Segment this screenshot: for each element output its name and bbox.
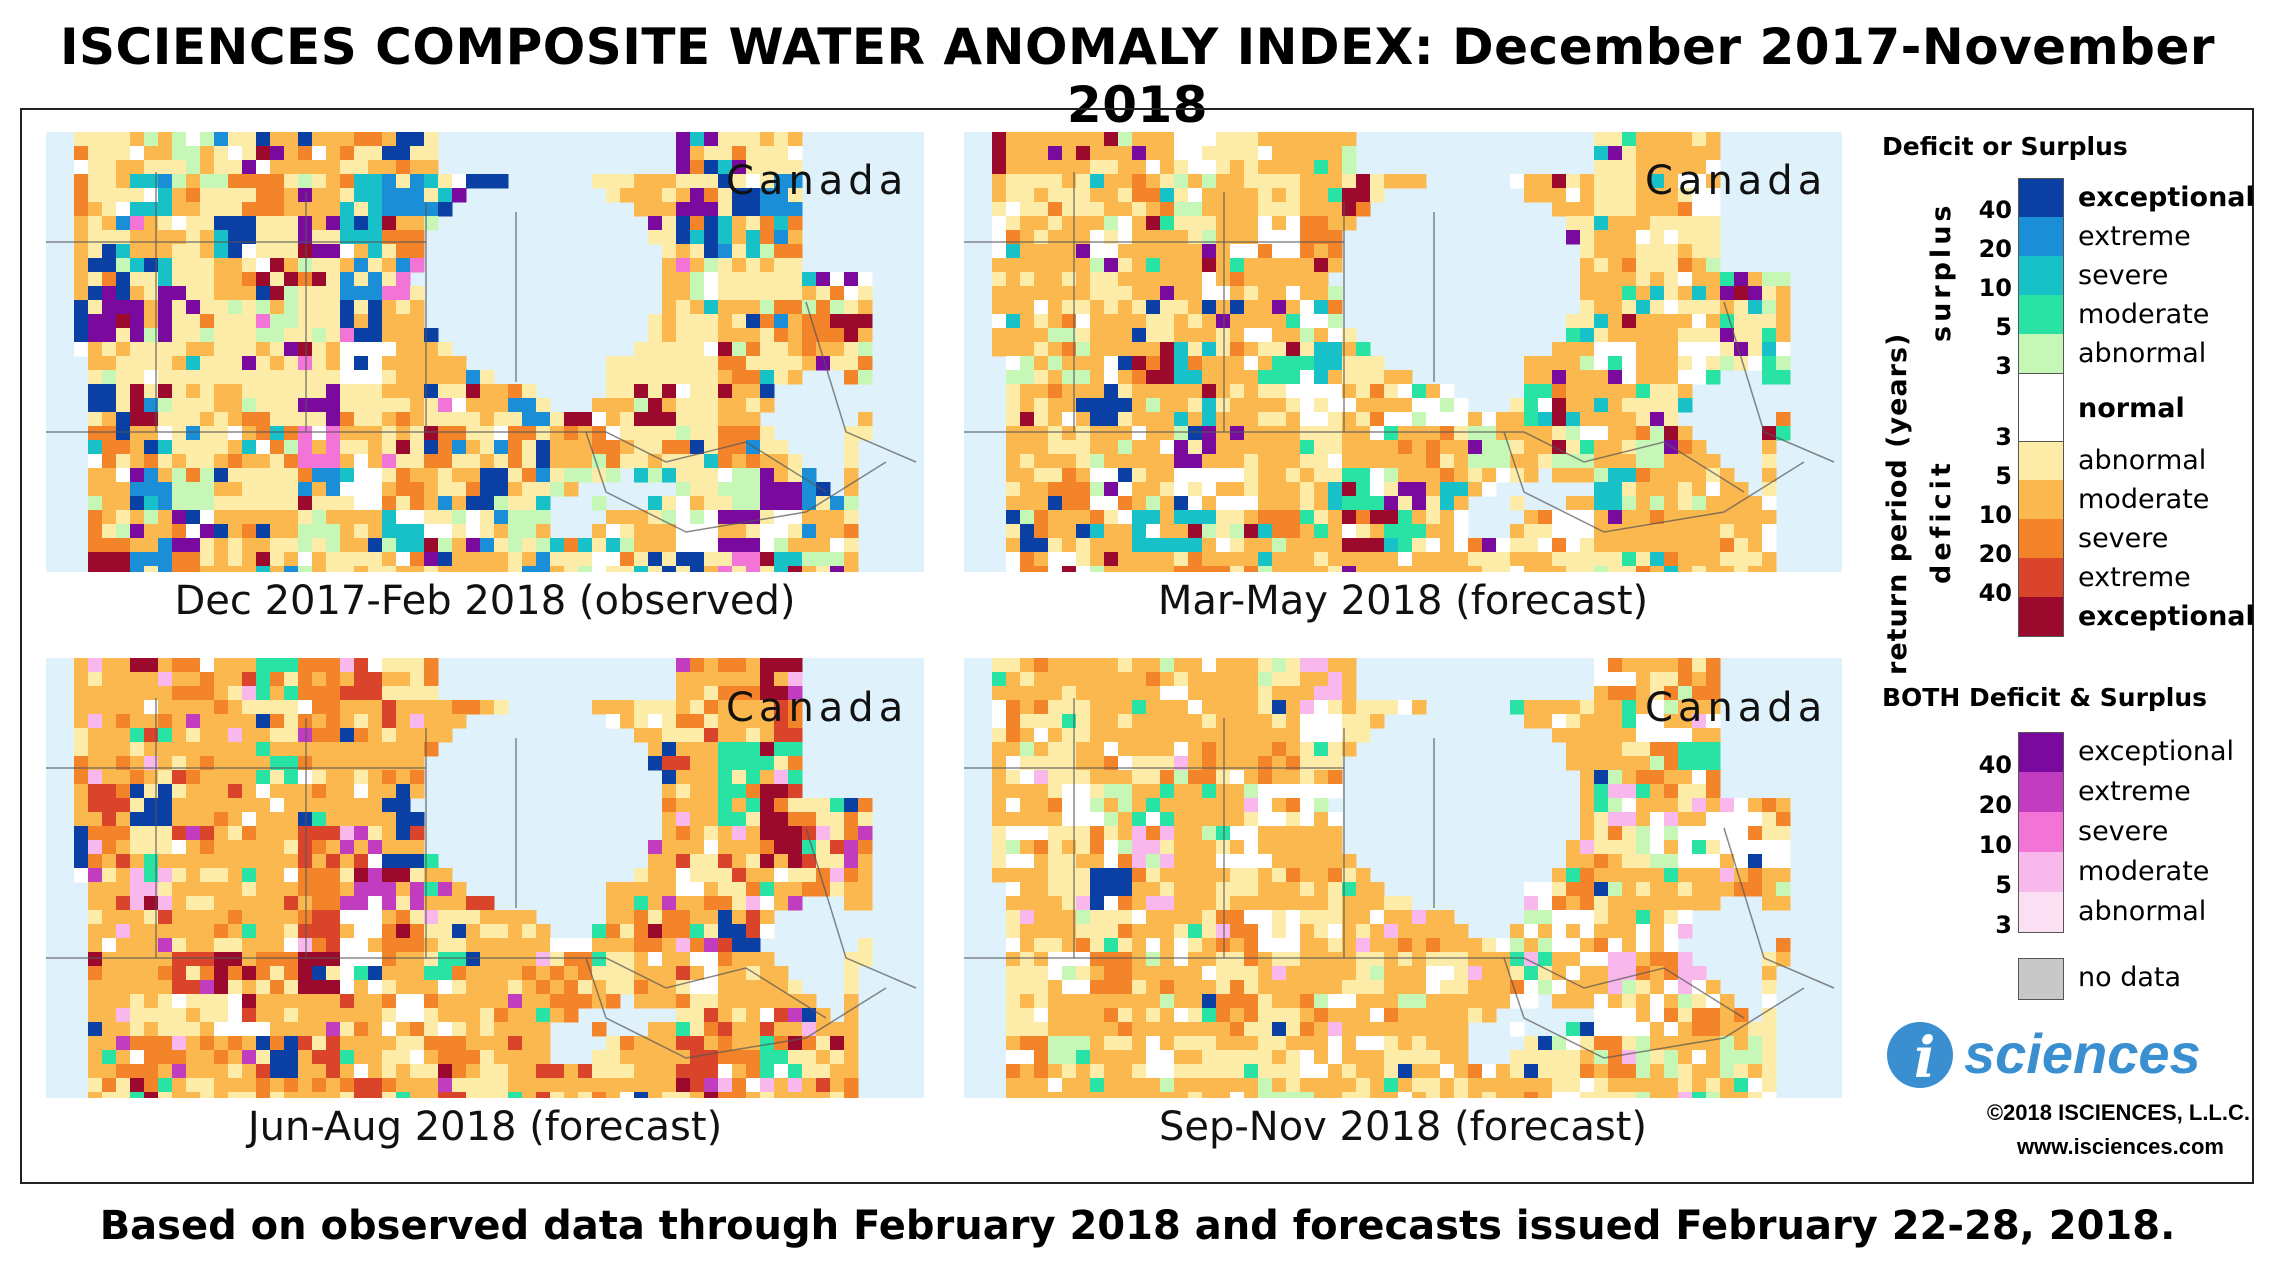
anomaly-map (964, 658, 1842, 1098)
legend-title-both: BOTH Deficit & Surplus (1882, 683, 2208, 712)
legend-deficit-label-extreme: extreme (2078, 562, 2191, 593)
legend-both-swatch-extreme (2018, 772, 2064, 812)
legend-surplus-label-extreme: extreme (2078, 221, 2191, 252)
legend-nodata-label: no data (2078, 962, 2182, 993)
legend-surplus-tick: 5 (1995, 313, 2012, 341)
legend-deficit-label-exceptional: exceptional (2078, 601, 2255, 632)
map-region-label: Canada (1645, 685, 1828, 731)
legend-surplus-tick: 3 (1995, 352, 2012, 380)
legend-deficit-swatch-severe (2018, 519, 2064, 558)
map-region-label: Canada (1645, 158, 1828, 204)
legend-surplus-swatch-moderate (2018, 295, 2064, 334)
legend-surplus-swatch-severe (2018, 256, 2064, 295)
legend-deficit-label-abnormal: abnormal (2078, 445, 2207, 476)
map-region-label: Canada (726, 685, 909, 731)
legend-axis-label: return period (years) (1882, 332, 1913, 675)
legend-surplus-label-severe: severe (2078, 260, 2169, 291)
map-caption: Dec 2017-Feb 2018 (observed) (174, 578, 796, 624)
legend-both-swatch-severe (2018, 812, 2064, 852)
legend-surplus-swatch-exceptional (2018, 178, 2064, 218)
legend-both-tick: 3 (1995, 911, 2012, 939)
legend-deficit-swatch-moderate (2018, 480, 2064, 519)
legend-surplus-label-exceptional: exceptional (2078, 182, 2255, 213)
legend-both-label-severe: severe (2078, 816, 2169, 847)
map-region-label: Canada (726, 158, 909, 204)
map-panel-dec-feb (46, 132, 924, 572)
legend-normal-label: normal (2078, 393, 2185, 424)
legend-normal-swatch (2018, 373, 2064, 441)
map-panel-jun-aug (46, 658, 924, 1098)
anomaly-map (46, 658, 924, 1098)
legend-title-deficit-surplus: Deficit or Surplus (1882, 132, 2128, 161)
map-caption: Jun-Aug 2018 (forecast) (247, 1104, 723, 1150)
logo-text: sciences (1964, 1022, 2201, 1085)
legend-deficit-label-moderate: moderate (2078, 484, 2210, 515)
legend-both-tick: 5 (1995, 871, 2012, 899)
logo-i: i (1914, 1025, 1935, 1091)
legend-surplus-tick: 40 (1978, 196, 2012, 224)
legend-surplus-label-abnormal: abnormal (2078, 338, 2207, 369)
legend-deficit-tick: 10 (1978, 501, 2012, 529)
legend-nodata-swatch (2018, 958, 2064, 1000)
legend-surplus-tick: 20 (1978, 235, 2012, 263)
page-title: ISCIENCES COMPOSITE WATER ANOMALY INDEX:… (59, 18, 2216, 134)
anomaly-map (46, 132, 924, 572)
map-panel-sep-nov (964, 658, 1842, 1098)
legend-surplus-swatch-extreme (2018, 217, 2064, 256)
legend: Deficit or Surplus return period (years)… (1860, 120, 2255, 1180)
legend-deficit-label-severe: severe (2078, 523, 2169, 554)
legend-deficit-tick: 20 (1978, 540, 2012, 568)
legend-deficit-label: deficit (1926, 459, 1957, 584)
footer-note: Based on observed data through February … (99, 1203, 2176, 1249)
figure-frame (20, 108, 2254, 1184)
legend-surplus-tick: 10 (1978, 274, 2012, 302)
legend-deficit-tick: 40 (1978, 579, 2012, 607)
legend-both-label-moderate: moderate (2078, 856, 2210, 887)
legend-surplus-label-moderate: moderate (2078, 299, 2210, 330)
legend-both-label-abnormal: abnormal (2078, 896, 2207, 927)
map-panel-mar-may (964, 132, 1842, 572)
legend-deficit-swatch-extreme (2018, 558, 2064, 597)
legend-both-swatch-exceptional (2018, 732, 2064, 773)
isciences-logo: i sciences (1880, 1015, 2240, 1095)
legend-both-tick: 20 (1978, 791, 2012, 819)
anomaly-map (964, 132, 1842, 572)
legend-both-label-exceptional: exceptional (2078, 736, 2235, 767)
legend-both-label-extreme: extreme (2078, 776, 2191, 807)
legend-deficit-swatch-exceptional (2018, 597, 2064, 637)
legend-both-swatch-abnormal (2018, 892, 2064, 933)
legend-deficit-tick: 3 (1995, 423, 2012, 451)
legend-surplus-label: surplus (1926, 201, 1957, 342)
legend-both-tick: 40 (1978, 751, 2012, 779)
map-caption: Mar-May 2018 (forecast) (1157, 578, 1649, 624)
legend-deficit-tick: 5 (1995, 462, 2012, 490)
legend-surplus-swatch-abnormal (2018, 334, 2064, 374)
copyright: ©2018 ISCIENCES, L.L.C. (1986, 1100, 2250, 1125)
website-link[interactable]: www.isciences.com (2016, 1134, 2224, 1159)
legend-both-swatch-moderate (2018, 852, 2064, 892)
legend-deficit-swatch-abnormal (2018, 441, 2064, 481)
map-caption: Sep-Nov 2018 (forecast) (1158, 1104, 1648, 1150)
legend-both-tick: 10 (1978, 831, 2012, 859)
